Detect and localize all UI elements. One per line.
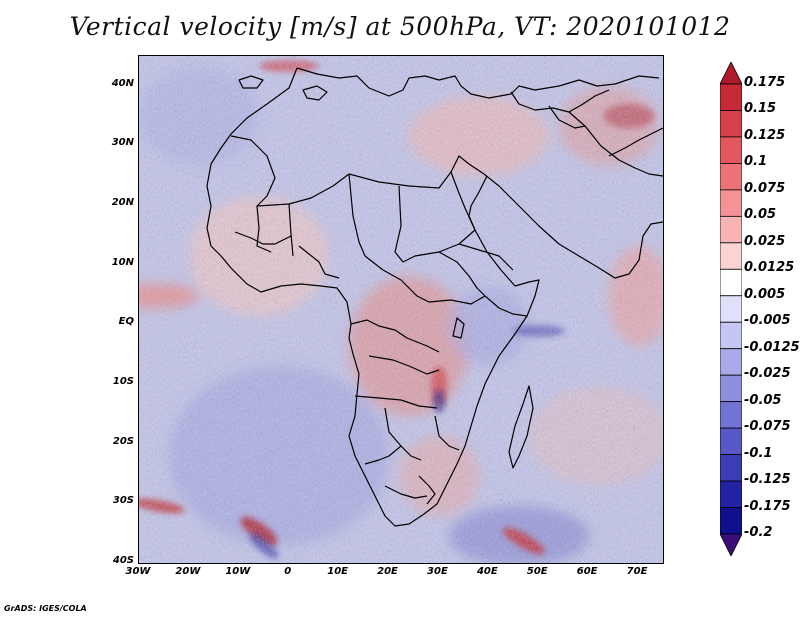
lon-tick-label: 60E xyxy=(576,566,598,577)
grads-credit: GrADS: IGES/COLA xyxy=(4,604,87,613)
lon-tick-label: 0 xyxy=(284,566,292,577)
lat-tick-label: EQ xyxy=(118,316,134,328)
colorbar-label: -0.05 xyxy=(744,392,782,408)
colorbar-swatch xyxy=(720,110,742,138)
colorbar-swatch xyxy=(720,401,742,429)
colorbar-label: 0.005 xyxy=(744,286,786,302)
noise-texture xyxy=(139,56,663,563)
colorbar-swatch xyxy=(720,321,742,350)
colorbar-label: -0.2 xyxy=(744,525,773,540)
lon-tick-label: 70E xyxy=(626,566,648,577)
colorbar-swatch xyxy=(720,268,742,297)
lat-tick-label: 20N xyxy=(111,197,134,209)
colorbar-label: 0.1 xyxy=(744,154,768,170)
colorbar-swatch xyxy=(720,295,742,323)
colorbar-label: 0.125 xyxy=(744,127,786,143)
colorbar-label: 0.175 xyxy=(744,75,786,90)
map-title: Vertical velocity [m/s] at 500hPa, VT: 2… xyxy=(69,12,731,41)
colorbar-swatch xyxy=(720,215,742,244)
lon-tick-label: 20E xyxy=(377,566,398,577)
colorbar-label: -0.025 xyxy=(744,366,791,382)
lon-tick-label: 10E xyxy=(327,566,348,577)
colorbar xyxy=(720,62,742,556)
colorbar-swatch xyxy=(720,507,742,535)
lon-tick-label: 30W xyxy=(125,566,151,577)
colorbar-label: 0.025 xyxy=(744,233,786,249)
colorbar-label: 0.05 xyxy=(744,207,777,223)
colorbar-label: 0.075 xyxy=(744,180,786,196)
colorbar-swatch xyxy=(720,163,742,191)
lat-tick-label: 10S xyxy=(112,376,134,388)
lon-tick-label: 10W xyxy=(225,566,251,577)
coastlines-and-borders xyxy=(206,67,663,527)
vertical-velocity-map[interactable] xyxy=(139,56,663,563)
colorbar-swatch xyxy=(720,374,742,403)
colorbar-swatch xyxy=(720,136,742,164)
lat-tick-label: 40N xyxy=(111,77,134,89)
colorbar-label: -0.005 xyxy=(744,313,791,329)
lon-tick-label: 20W xyxy=(175,566,201,577)
colorbar-label: -0.125 xyxy=(744,472,791,488)
colorbar-label: 0.0125 xyxy=(744,260,795,276)
lat-tick-label: 30S xyxy=(112,495,134,507)
lat-tick-label: 20S xyxy=(112,435,134,447)
colorbar-min-arrow xyxy=(720,533,742,556)
colorbar-swatch xyxy=(720,427,742,455)
colorbar-swatch xyxy=(720,83,742,111)
lon-tick-label: 30E xyxy=(427,566,448,577)
lat-tick-label: 10N xyxy=(111,256,134,268)
colorbar-swatch xyxy=(720,189,742,217)
lon-tick-label: 50E xyxy=(526,566,548,577)
colorbar-label: -0.175 xyxy=(744,498,791,514)
colorbar-swatch xyxy=(720,348,742,376)
colorbar-max-arrow xyxy=(720,62,742,85)
lon-tick-label: 40E xyxy=(476,566,498,577)
colorbar-label: 0.15 xyxy=(744,101,777,117)
map-panel[interactable] xyxy=(138,55,664,564)
colorbar-label: -0.075 xyxy=(744,419,791,435)
colorbar-label: -0.1 xyxy=(744,445,773,461)
colorbar-swatch xyxy=(720,480,742,508)
lat-tick-label: 40S xyxy=(112,555,134,566)
colorbar-swatch xyxy=(720,242,742,270)
colorbar-label: -0.0125 xyxy=(744,339,800,355)
colorbar-swatch xyxy=(720,454,742,482)
lat-tick-label: 30N xyxy=(111,137,134,149)
